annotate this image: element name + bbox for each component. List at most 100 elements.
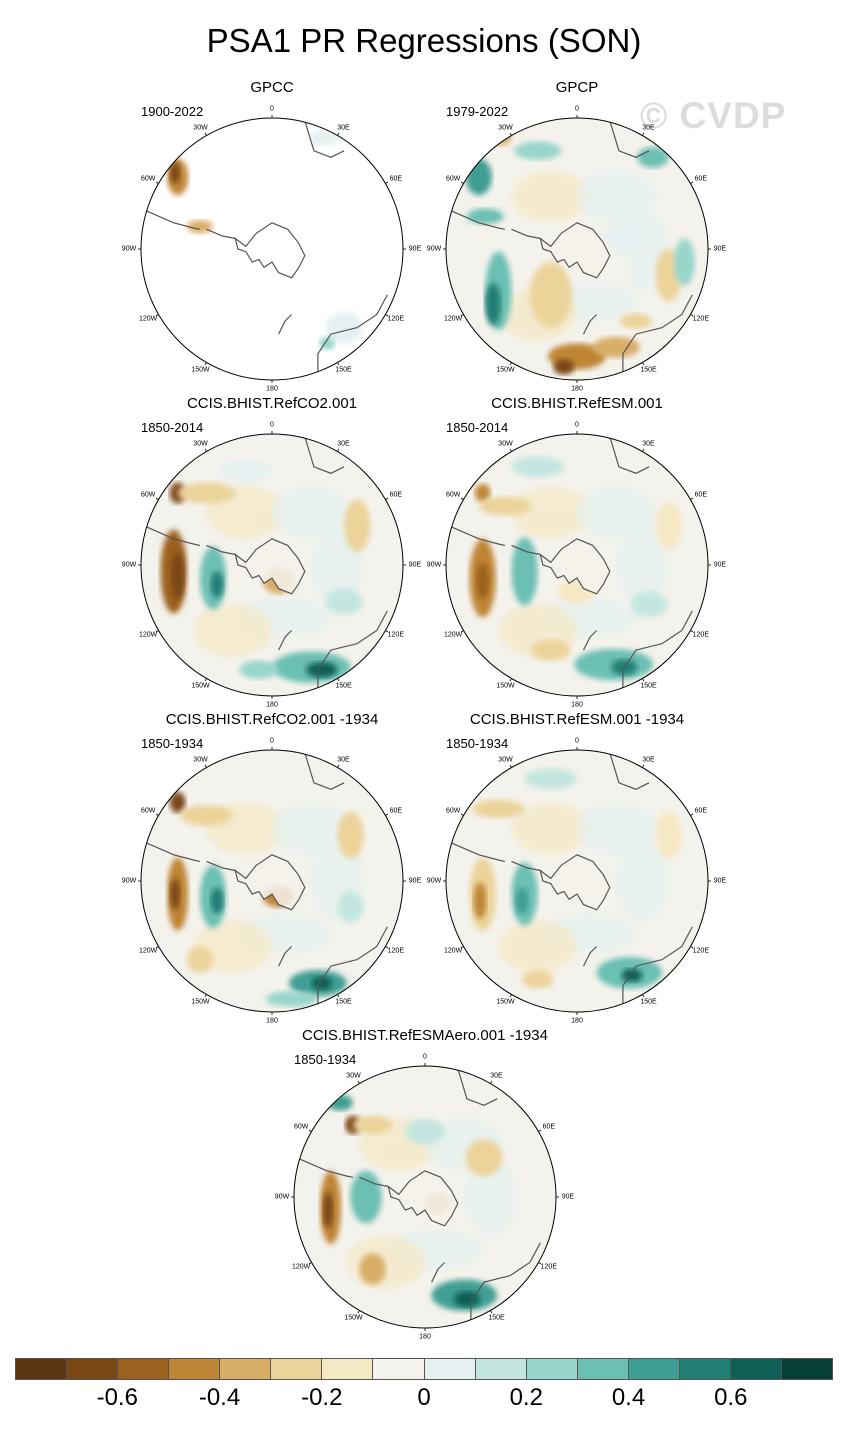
longitude-label: 120E <box>692 315 710 323</box>
colorbar <box>15 1358 833 1380</box>
colorbar-box <box>781 1359 832 1379</box>
longitude-label: 150E <box>640 682 657 690</box>
longitude-label: 90E <box>408 561 422 569</box>
longitude-label: 150E <box>488 1314 505 1322</box>
longitude-label: 60E <box>694 491 708 499</box>
longitude-label: 120W <box>444 315 463 323</box>
longitude-label: 180 <box>571 1017 583 1025</box>
longitude-label: 0 <box>270 421 274 429</box>
longitude-label: 90W <box>426 877 442 885</box>
panel-title: GPCP <box>555 79 599 96</box>
colorbar-box <box>16 1359 68 1379</box>
longitude-label: 120W <box>444 947 463 955</box>
longitude-label: 150W <box>496 682 515 690</box>
colorbar-box <box>322 1359 374 1379</box>
longitude-label: 60E <box>694 175 708 183</box>
longitude-label: 120W <box>139 947 158 955</box>
longitude-label: 60E <box>389 175 403 183</box>
longitude-label: 60W <box>140 807 156 815</box>
longitude-label: 120E <box>387 947 405 955</box>
longitude-label: 150W <box>344 1314 363 1322</box>
polar-map <box>138 747 406 1015</box>
longitude-label: 90E <box>408 877 422 885</box>
watermark: © CVDP <box>640 95 787 136</box>
longitude-label: 60W <box>293 1123 309 1131</box>
longitude-label: 60W <box>140 491 156 499</box>
longitude-label: 30E <box>642 756 655 764</box>
panel-period: 1850-1934 <box>446 736 509 751</box>
panel-period: 1850-1934 <box>294 1052 357 1067</box>
longitude-label: 120E <box>692 947 710 955</box>
colorbar-box <box>169 1359 221 1379</box>
longitude-label: 30E <box>337 124 350 132</box>
longitude-label: 90E <box>713 561 727 569</box>
longitude-label: 30W <box>346 1072 361 1080</box>
longitude-label: 30E <box>642 440 655 448</box>
colorbar-label: -0.2 <box>301 1384 343 1411</box>
longitude-label: 180 <box>266 701 278 709</box>
longitude-label: 30W <box>193 440 208 448</box>
colorbar-box <box>424 1359 476 1379</box>
longitude-label: 90E <box>408 245 422 253</box>
longitude-label: 120W <box>139 631 158 639</box>
longitude-label: 90W <box>121 561 137 569</box>
longitude-label: 30W <box>193 124 208 132</box>
colorbar-box <box>220 1359 272 1379</box>
panel-title: CCIS.BHIST.RefESM.001 <box>491 395 663 412</box>
longitude-label: 180 <box>266 1017 278 1025</box>
colorbar-label: 0 <box>417 1384 431 1411</box>
longitude-label: 60W <box>445 175 461 183</box>
colorbar-label: 0.2 <box>509 1384 543 1411</box>
colorbar-label: -0.4 <box>198 1384 241 1411</box>
longitude-label: 0 <box>270 105 274 113</box>
longitude-label: 0 <box>575 737 579 745</box>
longitude-label: 120E <box>692 631 710 639</box>
longitude-label: 30E <box>337 756 350 764</box>
longitude-label: 0 <box>270 737 274 745</box>
panel-period: 1850-1934 <box>141 736 204 751</box>
colorbar-box <box>679 1359 731 1379</box>
longitude-label: 90W <box>121 245 137 253</box>
panel-title: CCIS.BHIST.RefCO2.001 -1934 <box>165 711 379 728</box>
longitude-label: 60W <box>445 807 461 815</box>
polar-map <box>291 1063 559 1331</box>
longitude-label: 120W <box>444 631 463 639</box>
panel-period: 1979-2022 <box>446 104 509 119</box>
panel-period: 1850-2014 <box>446 420 509 435</box>
longitude-label: 60E <box>389 807 403 815</box>
colorbar-label: 0.6 <box>714 1384 748 1411</box>
longitude-label: 30E <box>337 440 350 448</box>
longitude-label: 90E <box>561 1193 575 1201</box>
colorbar-box <box>373 1359 425 1379</box>
longitude-label: 150E <box>335 998 352 1006</box>
polar-map <box>138 115 406 383</box>
longitude-label: 0 <box>423 1053 427 1061</box>
longitude-label: 90E <box>713 245 727 253</box>
longitude-label: 180 <box>266 385 278 393</box>
colorbar-label: -0.6 <box>96 1384 138 1411</box>
longitude-label: 30W <box>498 756 513 764</box>
longitude-label: 120W <box>139 315 158 323</box>
longitude-label: 150W <box>191 998 210 1006</box>
longitude-label: 90W <box>426 245 442 253</box>
polar-map <box>443 115 711 383</box>
longitude-label: 60E <box>694 807 708 815</box>
longitude-label: 90W <box>121 877 137 885</box>
colorbar-box <box>118 1359 170 1379</box>
longitude-label: 120W <box>292 1263 311 1271</box>
longitude-label: 0 <box>575 421 579 429</box>
figure-title: PSA1 PR Regressions (SON) <box>206 22 642 59</box>
longitude-label: 150W <box>496 366 515 374</box>
longitude-label: 30E <box>642 124 655 132</box>
colorbar-box <box>577 1359 629 1379</box>
longitude-label: 150W <box>191 366 210 374</box>
polar-map <box>443 747 711 1015</box>
longitude-label: 30E <box>490 1072 503 1080</box>
polar-map <box>443 431 711 699</box>
longitude-label: 150E <box>640 366 657 374</box>
longitude-label: 180 <box>571 701 583 709</box>
polar-map <box>138 431 406 699</box>
longitude-label: 180 <box>419 1333 431 1341</box>
panel-title: CCIS.BHIST.RefESM.001 -1934 <box>469 711 685 728</box>
longitude-label: 30W <box>193 756 208 764</box>
